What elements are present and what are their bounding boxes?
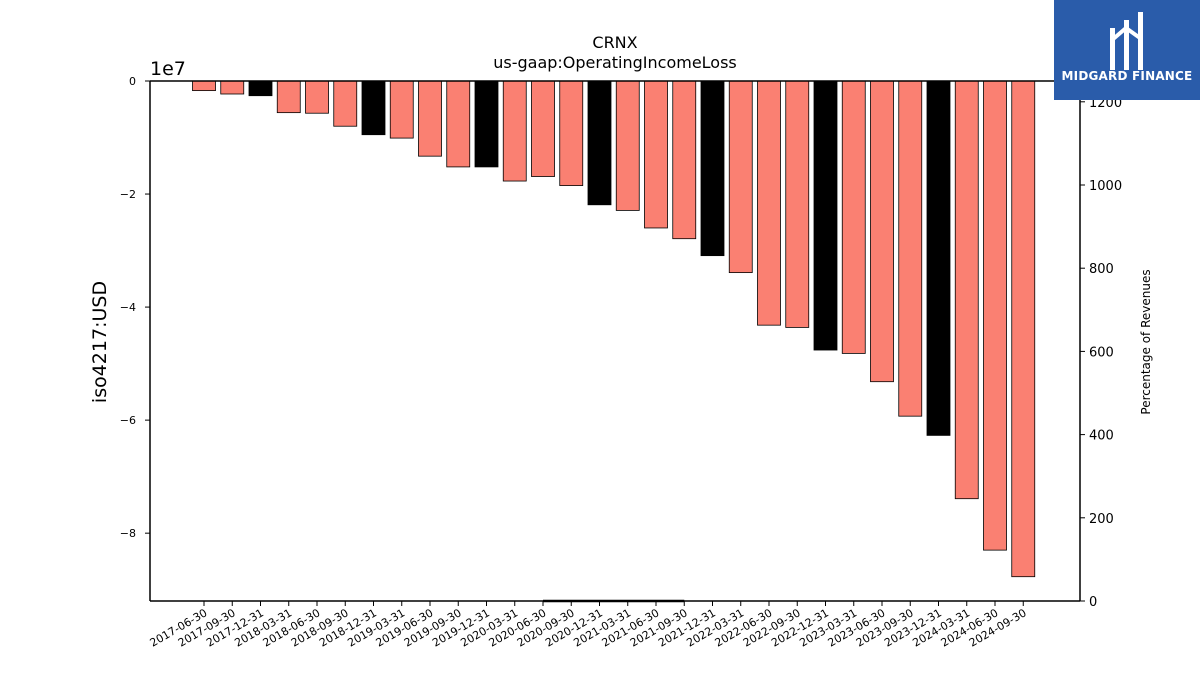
bar-2022-09-30 bbox=[785, 80, 810, 328]
bar-2018-06-30 bbox=[305, 80, 329, 114]
y-tick-label: −8 bbox=[120, 527, 136, 540]
bar-2020-09-30 bbox=[559, 80, 584, 186]
y-tick-label: −4 bbox=[120, 301, 136, 314]
bar-2024-09-30 bbox=[1011, 80, 1036, 578]
y2-tick-label: 400 bbox=[1089, 429, 1114, 444]
bar-2018-09-30 bbox=[333, 80, 358, 127]
y-offset-label: 1e7 bbox=[150, 58, 186, 80]
bar-2018-03-31 bbox=[276, 80, 301, 114]
bar-2018-12-31 bbox=[361, 80, 386, 136]
bar-2021-09-30 bbox=[672, 80, 697, 240]
y-tick-label: −6 bbox=[120, 414, 136, 427]
midgard-finance-logo: MIDGARD FINANCE bbox=[1054, 0, 1200, 100]
chart-title: CRNX bbox=[592, 33, 637, 52]
y-tick-label: 0 bbox=[129, 75, 136, 88]
bar-2019-09-30 bbox=[446, 80, 471, 168]
x-ticks: 2017-06-302017-09-302017-12-312018-03-31… bbox=[148, 601, 1029, 650]
bar-2020-12-31 bbox=[587, 80, 612, 206]
bar-2019-06-30 bbox=[418, 80, 442, 157]
bar-2019-12-31 bbox=[474, 80, 499, 168]
chart-subtitle: us-gaap:OperatingIncomeLoss bbox=[493, 53, 737, 72]
bar-2019-03-31 bbox=[389, 80, 414, 139]
y2-axis-label: Percentage of Revenues bbox=[1139, 269, 1153, 414]
logo-brand-text: MIDGARD FINANCE bbox=[1061, 69, 1193, 83]
bar-2017-12-31 bbox=[248, 80, 273, 97]
bar-2023-09-30 bbox=[898, 80, 923, 417]
y2-tick-label: 0 bbox=[1089, 595, 1097, 610]
axes-group bbox=[149, 80, 1081, 602]
bar-2021-12-31 bbox=[700, 80, 725, 257]
y-axis-label: iso4217:USD bbox=[89, 281, 111, 403]
bar-2023-03-31 bbox=[841, 80, 866, 354]
y2-tick-label: 1000 bbox=[1089, 179, 1122, 194]
bar-2023-06-30 bbox=[870, 80, 894, 383]
y2-tick-label: 200 bbox=[1089, 512, 1114, 527]
bar-2020-06-30 bbox=[531, 80, 555, 177]
y2-tick-label: 800 bbox=[1089, 262, 1114, 277]
bar-2017-06-30 bbox=[192, 80, 216, 92]
y2-tick-label: 600 bbox=[1089, 345, 1114, 360]
bar-2021-03-31 bbox=[615, 80, 640, 211]
bar-2020-03-31 bbox=[502, 80, 527, 182]
bars-group bbox=[192, 80, 1036, 578]
bar-2022-12-31 bbox=[813, 80, 838, 351]
bar-2024-06-30 bbox=[983, 80, 1007, 551]
bar-2022-03-31 bbox=[728, 80, 753, 274]
bar-2024-03-31 bbox=[954, 80, 979, 500]
bar-2021-06-30 bbox=[644, 80, 668, 229]
midgard-logo-icon bbox=[1110, 12, 1143, 70]
y-tick-label: −2 bbox=[120, 188, 136, 201]
left-y-ticks: 0 −2 −4 −6 −8 bbox=[120, 75, 150, 540]
bar-2022-06-30 bbox=[757, 80, 781, 326]
bar-2017-09-30 bbox=[220, 80, 245, 95]
bar-2023-12-31 bbox=[926, 80, 951, 436]
